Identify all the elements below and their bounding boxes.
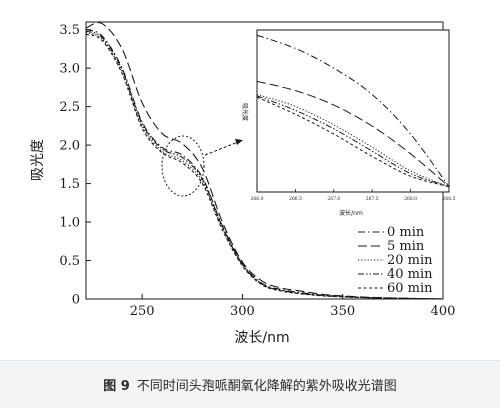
inset-frame: [256, 29, 450, 193]
highlight-ellipse: [161, 135, 205, 197]
inset-x-tick-label: 267.5: [366, 196, 379, 202]
y-tick-label: 3.5: [59, 23, 80, 38]
main-axes: 250 300 350 400 0 0.5 1.0 1.5 2.0 2.5 3.0 3.5: [59, 23, 455, 319]
inset-chart: 266.0 266.5 267.0 267.5 268.0 268.5 吸光度 波长/nm: [241, 29, 456, 217]
inset-series-line-60-min: [256, 96, 450, 188]
y-tick-label: 3.0: [59, 62, 80, 77]
inset-x-tick-label: 268.5: [443, 196, 456, 202]
figure-number: 图 9: [103, 379, 130, 394]
x-tick-label: 250: [130, 304, 155, 319]
inset-series-line-20-min: [256, 94, 450, 188]
inset-series-line-40-min: [256, 95, 450, 188]
callout-arrow-head: [235, 139, 243, 145]
figure-panel: 250 300 350 400 0 0.5 1.0 1.5 2.0 2.5 3.0 3.5 吸光度 波…: [30, 21, 456, 346]
x-axis-title: 波长/nm: [234, 330, 289, 346]
legend-label: 20 min: [387, 253, 433, 268]
inset-series-group: [256, 34, 450, 188]
y-tick-label: 2.5: [59, 100, 80, 115]
legend-label: 0 min: [387, 225, 425, 240]
x-tick-label: 300: [230, 304, 255, 319]
inset-axes: 266.0 266.5 267.0 267.5 268.0 268.5: [251, 189, 456, 202]
series-line-40-min: [85, 30, 444, 300]
figure-caption: 图 9 不同时间头孢哌酮氧化降解的紫外吸收光谱图: [0, 360, 500, 408]
inset-x-tick-label: 266.0: [251, 196, 264, 202]
inset-series-line-5-min: [256, 80, 450, 188]
y-tick-label: 1.5: [59, 177, 80, 192]
x-tick-label: 350: [330, 304, 355, 319]
inset-x-tick-label: 267.0: [327, 196, 340, 202]
legend-label: 40 min: [387, 267, 433, 282]
inset-x-tick-label: 268.0: [404, 196, 417, 202]
series-line-0-min: [85, 29, 444, 300]
callout-arrow-line: [204, 141, 239, 156]
y-tick-label: 0.5: [59, 254, 80, 269]
x-tick-label: 400: [431, 304, 456, 319]
legend-label: 5 min: [387, 239, 425, 254]
main-series-group: [85, 22, 444, 300]
series-line-5-min: [85, 22, 444, 300]
inset-x-tick-label: 266.5: [289, 196, 302, 202]
legend-label: 60 min: [387, 281, 433, 296]
inset-y-axis-title: 吸光度: [241, 103, 249, 121]
uv-spectrum-chart: 250 300 350 400 0 0.5 1.0 1.5 2.0 2.5 3.0 3.5 吸光度 波…: [30, 21, 456, 346]
y-tick-label: 1.0: [59, 216, 80, 231]
y-tick-label: 0: [72, 293, 80, 308]
y-axis-title: 吸光度: [30, 139, 46, 181]
inset-x-axis-title: 波长/nm: [339, 209, 363, 217]
figure-caption-text: 不同时间头孢哌酮氧化降解的紫外吸收光谱图: [136, 379, 397, 394]
y-tick-label: 2.0: [59, 139, 80, 154]
